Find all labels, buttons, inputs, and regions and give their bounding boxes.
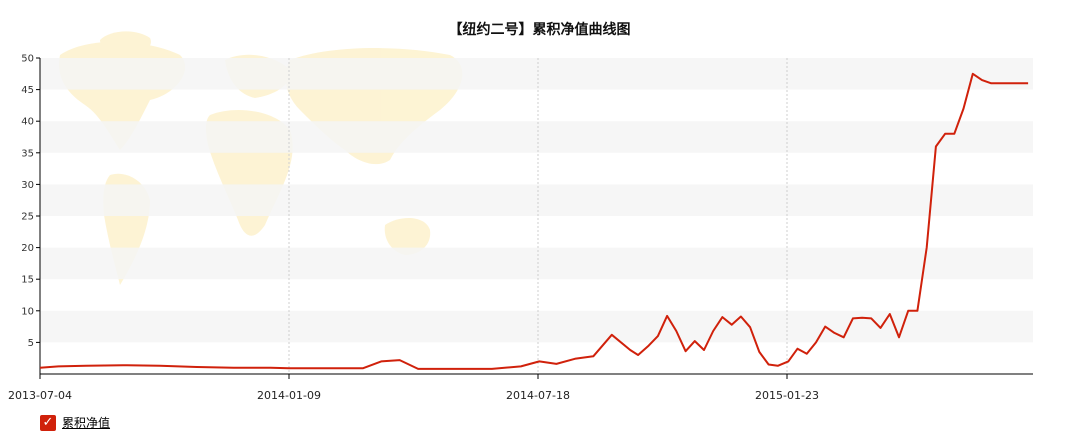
x-tick-label: 2014-01-09 [257, 389, 321, 402]
background-band [40, 58, 1033, 90]
y-tick-label: 25 [21, 212, 34, 223]
y-tick-label: 30 [21, 180, 34, 191]
x-tick-label: 2015-01-23 [755, 389, 819, 402]
y-tick-label: 5 [28, 338, 34, 349]
chart-title: 【纽约二号】累积净值曲线图 [448, 22, 631, 38]
legend[interactable]: ✓ 累积净值 [40, 414, 110, 431]
x-tick-label: 2014-07-18 [506, 389, 570, 402]
plot-background-bands [40, 58, 1033, 343]
x-tick-label: 2013-07-04 [8, 389, 72, 402]
background-band [40, 121, 1033, 153]
background-band [40, 247, 1033, 280]
y-tick-label: 20 [21, 243, 34, 254]
y-tick-label: 50 [21, 54, 34, 65]
legend-label[interactable]: 累积净值 [62, 416, 111, 430]
series-line [39, 72, 1029, 370]
y-tick-label: 10 [21, 306, 34, 317]
y-tick-label: 40 [21, 117, 34, 128]
background-band [40, 310, 1033, 343]
y-tick-label: 35 [21, 148, 34, 159]
legend-checkbox[interactable]: ✓ [40, 414, 56, 431]
x-axis: 2013-07-04 2014-01-09 2014-07-18 2015-01-23 [8, 373, 1033, 402]
y-tick-label: 15 [21, 275, 34, 286]
y-tick-label: 45 [21, 85, 34, 96]
y-axis: 5 10 15 20 25 30 35 40 45 50 [21, 54, 41, 374]
vertical-gridlines [288, 58, 788, 374]
series-layer [39, 72, 1029, 370]
background-band [40, 184, 1033, 216]
